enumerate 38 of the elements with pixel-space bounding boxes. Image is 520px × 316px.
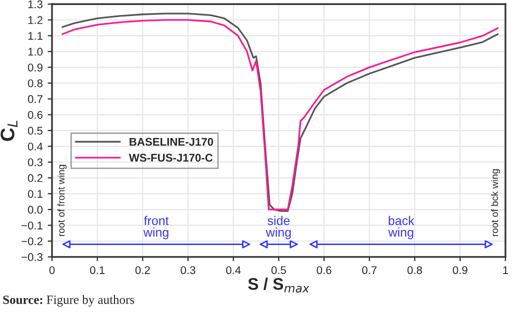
x-tick-label: 0.3 bbox=[180, 266, 196, 274]
y-tick-label: −0.1 bbox=[22, 222, 42, 230]
y-tick-label: 0.4 bbox=[28, 142, 43, 150]
annotation: back wing bbox=[388, 216, 414, 240]
y-tick-label: 1.1 bbox=[28, 32, 42, 40]
x-tick-label: 0.2 bbox=[135, 266, 150, 274]
legend-label: BASELINE-J170 bbox=[130, 138, 214, 146]
x-tick-label: 0.4 bbox=[226, 266, 241, 274]
x-tick-label: 0.9 bbox=[452, 266, 468, 274]
y-tick-label: 1.0 bbox=[28, 48, 43, 56]
x-tick-label: 0.8 bbox=[407, 266, 422, 274]
x-tick-label: 0.7 bbox=[362, 266, 377, 274]
y-tick-label: 0.8 bbox=[28, 79, 42, 88]
y-tick-label: 1.2 bbox=[28, 16, 42, 24]
y-tick-label: 0.0 bbox=[28, 206, 43, 214]
x-axis-title: S / S$_{max}$ bbox=[248, 278, 310, 293]
x-tick-label: 0.5 bbox=[271, 266, 286, 274]
annotation: root of bck wing bbox=[490, 169, 500, 236]
y-tick-label: 0.9 bbox=[28, 64, 42, 72]
x-tick-label: 1 bbox=[503, 266, 508, 274]
y-tick-label: 1.3 bbox=[28, 0, 42, 8]
y-tick-label: 0.3 bbox=[28, 158, 42, 166]
y-tick-label: −0.3 bbox=[22, 253, 42, 262]
x-tick-label: 0 bbox=[49, 266, 55, 274]
y-tick-label: −0.2 bbox=[22, 237, 42, 246]
x-tick-label: 0.1 bbox=[90, 266, 105, 274]
annotation: root of front wing bbox=[57, 164, 67, 236]
y-axis-title: C$_{L}$ bbox=[0, 120, 18, 141]
y-tick-label: 0.5 bbox=[28, 126, 43, 135]
y-tick-label: 0.1 bbox=[28, 190, 42, 198]
annotation: side wing bbox=[266, 216, 291, 240]
x-tick-label: 0.6 bbox=[316, 266, 332, 274]
legend-label: WS-FUS-J170-C bbox=[128, 154, 213, 162]
y-tick-label: 0.2 bbox=[28, 174, 42, 182]
y-tick-label: 0.7 bbox=[28, 95, 42, 104]
source-note: Source: Figure by authors bbox=[3, 295, 134, 307]
annotation: front wing bbox=[143, 216, 169, 240]
y-tick-label: 0.6 bbox=[28, 110, 42, 119]
